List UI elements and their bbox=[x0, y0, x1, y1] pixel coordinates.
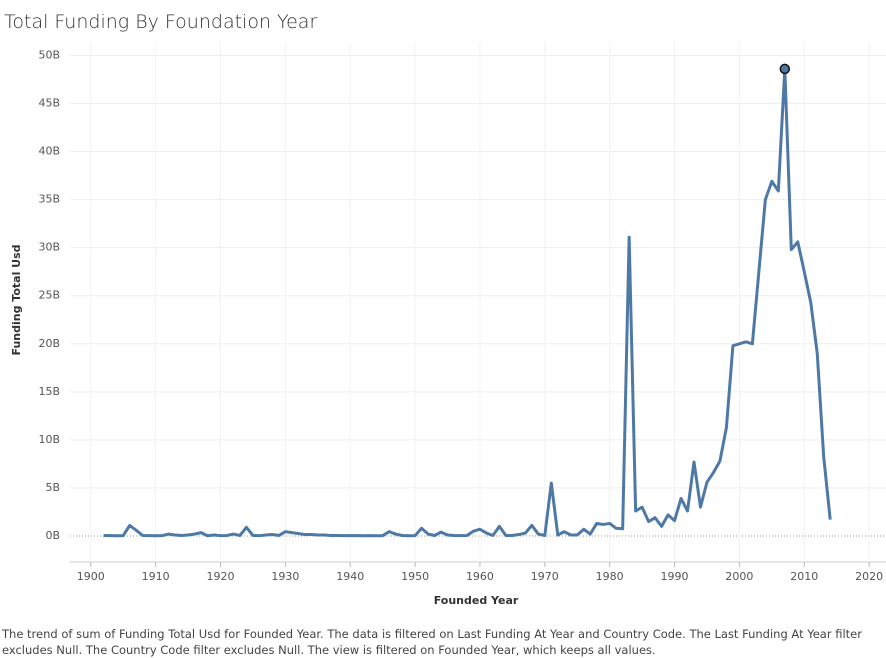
caption: The trend of sum of Funding Total Usd fo… bbox=[2, 627, 862, 657]
x-tick-label: 2000 bbox=[725, 570, 753, 583]
x-tick-label: 2020 bbox=[855, 570, 883, 583]
x-tick-label: 1990 bbox=[661, 570, 689, 583]
x-tick-label: 1960 bbox=[466, 570, 494, 583]
x-tick-label: 2010 bbox=[790, 570, 818, 583]
x-axis-title: Founded Year bbox=[434, 594, 519, 607]
y-axis-title: Funding Total Usd bbox=[10, 244, 23, 355]
x-tick-label: 1970 bbox=[531, 570, 559, 583]
peak-point bbox=[779, 63, 791, 75]
y-tick-label: 50B bbox=[38, 48, 60, 61]
y-tick-label: 40B bbox=[38, 145, 60, 158]
y-tick-label: 35B bbox=[38, 193, 60, 206]
chart-title: Total Funding By Foundation Year bbox=[4, 11, 317, 33]
y-tick-label: 5B bbox=[45, 481, 60, 494]
chart: Total Funding By Foundation Year Founded… bbox=[4, 11, 886, 607]
y-tick-label: 10B bbox=[38, 433, 60, 446]
y-tick-label: 45B bbox=[38, 97, 60, 110]
y-tick-label: 20B bbox=[38, 337, 60, 350]
y-tick-label: 25B bbox=[38, 289, 60, 302]
x-tick-label: 1930 bbox=[271, 570, 299, 583]
x-tick-label: 1900 bbox=[77, 570, 105, 583]
x-tick-label: 1920 bbox=[206, 570, 234, 583]
x-tick-label: 1950 bbox=[401, 570, 429, 583]
y-tick-label: 0B bbox=[45, 529, 60, 542]
y-tick-label: 30B bbox=[38, 241, 60, 254]
x-tick-label: 1980 bbox=[596, 570, 624, 583]
line bbox=[103, 67, 832, 538]
x-tick-label: 1910 bbox=[142, 570, 170, 583]
x-tick-label: 1940 bbox=[336, 570, 364, 583]
y-tick-label: 15B bbox=[38, 385, 60, 398]
